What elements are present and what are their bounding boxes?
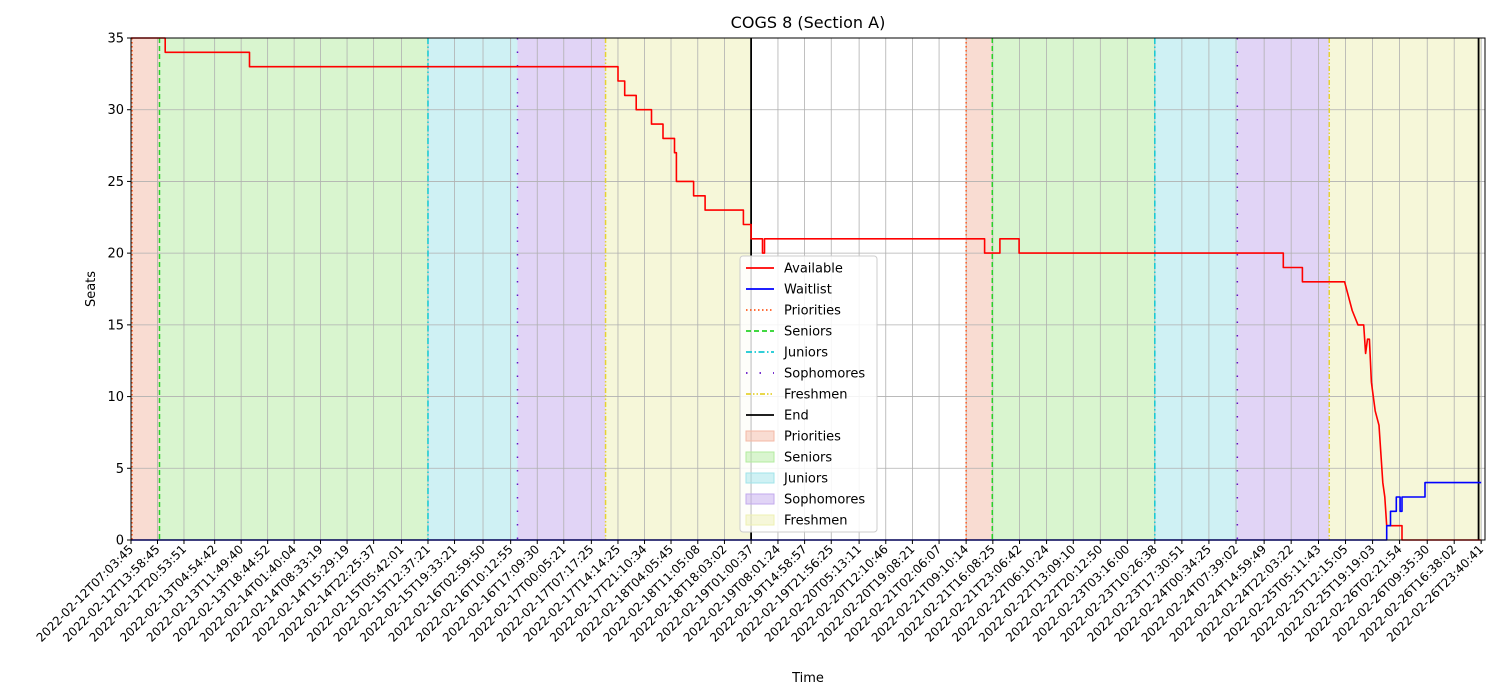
legend-label: End [784,409,809,424]
y-tick-label: 0 [116,534,124,549]
data-series [131,37,1482,541]
legend-swatch [745,472,775,484]
y-tick-label: 20 [107,247,124,262]
period-band [131,38,160,540]
x-axis-ticks: 2022-02-12T07:03:452022-02-12T13:58:4520… [34,540,1486,645]
period-band [1154,38,1238,540]
y-tick-label: 35 [107,32,124,47]
y-tick-label: 5 [116,462,124,477]
legend-label: Priorities [784,430,841,445]
y-tick-label: 10 [107,390,124,405]
legend-label: Freshmen [784,514,848,529]
y-tick-label: 30 [107,103,124,118]
y-tick-label: 25 [107,175,124,190]
y-axis-label: Seats [84,271,99,307]
legend-swatch [745,514,775,526]
period-band [1237,38,1330,540]
legend-label: Available [784,262,843,277]
legend-label: Seniors [784,325,832,340]
period-band [1329,38,1482,540]
y-tick-label: 15 [107,318,124,333]
legend-swatch [745,493,775,505]
legend-label: Sophomores [784,493,865,508]
plot-frame [130,37,1486,541]
legend-frame [739,255,878,533]
legend-label: Juniors [783,472,828,487]
chart-title: COGS 8 (Section A) [731,13,886,32]
legend-swatch [745,451,775,463]
series-line [131,37,1482,541]
legend-swatch [745,430,775,442]
period-band [966,38,993,540]
period-band [159,38,428,540]
series-line [131,481,1482,541]
legend: Available Waitlist Priorities Seniors Junior… [739,255,878,533]
period-band [517,38,606,540]
y-axis-ticks: 0 5 10 15 20 25 30 35 [107,32,131,549]
period-band [605,38,752,540]
legend-label: Priorities [784,304,841,319]
legend-label: Waitlist [784,283,832,298]
legend-label: Freshmen [784,388,848,403]
legend-label: Juniors [783,346,828,361]
legend-label: Sophomores [784,367,865,382]
period-band [427,38,518,540]
x-axis-label: Time [791,671,824,686]
legend-label: Seniors [784,451,832,466]
